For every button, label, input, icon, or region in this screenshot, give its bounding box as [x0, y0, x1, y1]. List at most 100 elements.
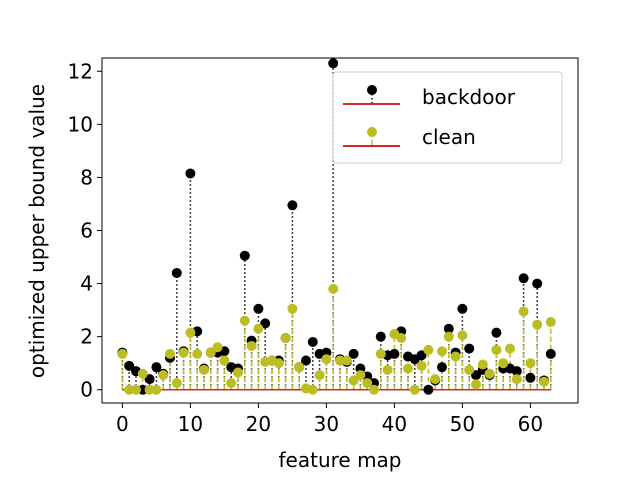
- clean-marker: [457, 330, 468, 341]
- clean-marker: [539, 376, 549, 387]
- y-tick-label: 4: [80, 272, 93, 296]
- x-axis-ticks: 0 10 20 30 40 50 60: [116, 403, 543, 436]
- clean-marker: [341, 355, 352, 366]
- legend-backdoor-marker: [367, 85, 377, 95]
- clean-marker: [545, 317, 556, 328]
- legend-clean-marker: [367, 127, 377, 137]
- clean-marker: [151, 384, 162, 395]
- y-tick-label: 6: [80, 219, 93, 243]
- clean-marker: [430, 374, 441, 385]
- backdoor-marker: [518, 273, 529, 284]
- clean-marker: [362, 378, 373, 389]
- backdoor-marker: [151, 362, 162, 373]
- legend-clean-label: clean: [422, 125, 476, 149]
- clean-marker: [273, 358, 284, 369]
- clean-marker: [328, 283, 339, 294]
- clean-marker: [471, 379, 481, 390]
- x-tick-label: 40: [382, 412, 407, 436]
- clean-marker: [443, 331, 454, 342]
- clean-marker: [464, 364, 475, 375]
- backdoor-marker: [443, 323, 454, 334]
- clean-marker: [212, 342, 223, 353]
- clean-marker: [416, 360, 427, 371]
- clean-marker: [158, 370, 169, 381]
- y-tick-label: 12: [68, 59, 93, 83]
- clean-marker: [403, 363, 413, 374]
- clean-marker: [185, 327, 196, 338]
- clean-marker: [226, 378, 237, 389]
- clean-marker: [192, 348, 203, 359]
- clean-marker: [165, 348, 175, 359]
- y-axis-ticks: 0 2 4 6 8 10 12: [68, 59, 102, 402]
- clean-marker: [178, 347, 189, 358]
- clean-marker: [205, 347, 216, 358]
- x-tick-label: 10: [178, 412, 203, 436]
- clean-marker: [498, 358, 509, 369]
- clean-marker: [246, 340, 257, 351]
- clean-marker: [280, 332, 291, 343]
- clean-marker: [382, 364, 393, 375]
- legend-frame: [332, 71, 563, 164]
- clean-marker: [199, 364, 209, 375]
- backdoor-marker: [185, 168, 196, 179]
- clean-marker: [137, 368, 148, 379]
- backdoor-marker: [144, 374, 155, 385]
- clean-marker: [369, 384, 379, 395]
- backdoor-marker: [525, 372, 536, 383]
- clean-marker: [219, 355, 230, 366]
- backdoor-marker: [532, 278, 543, 289]
- backdoor-marker: [511, 366, 522, 377]
- clean-marker: [314, 370, 325, 381]
- backdoor-marker: [348, 348, 359, 359]
- clean-marker: [450, 351, 461, 362]
- backdoor-marker: [471, 370, 481, 381]
- clean-marker: [423, 344, 434, 355]
- backdoor-marker: [375, 331, 386, 342]
- clean-marker: [239, 315, 250, 326]
- x-tick-label: 20: [246, 412, 271, 436]
- clean-marker: [294, 362, 305, 373]
- backdoor-marker: [301, 355, 311, 366]
- backdoor-marker: [260, 318, 271, 329]
- clean-marker: [117, 348, 128, 359]
- clean-marker: [484, 368, 495, 379]
- y-tick-label: 0: [80, 378, 93, 402]
- clean-marker: [287, 303, 298, 314]
- data-markers: [117, 58, 556, 395]
- clean-marker: [409, 384, 420, 395]
- backdoor-marker: [253, 303, 264, 314]
- backdoor-marker: [328, 58, 339, 69]
- clean-marker: [307, 384, 318, 395]
- clean-marker: [518, 306, 529, 317]
- backdoor-marker: [307, 336, 318, 347]
- x-tick-label: 0: [116, 412, 129, 436]
- x-tick-label: 30: [314, 412, 339, 436]
- backdoor-marker: [491, 327, 502, 338]
- clean-marker: [532, 319, 543, 330]
- clean-marker: [396, 332, 407, 343]
- x-axis-label: feature map: [279, 448, 402, 472]
- backdoor-marker: [545, 348, 556, 359]
- x-tick-label: 50: [450, 412, 475, 436]
- y-tick-label: 2: [80, 325, 93, 349]
- clean-marker: [437, 346, 447, 357]
- backdoor-marker: [124, 360, 135, 371]
- clean-marker: [321, 354, 332, 365]
- clean-marker: [233, 367, 243, 378]
- clean-marker: [375, 348, 386, 359]
- backdoor-marker: [171, 267, 182, 278]
- clean-marker: [511, 374, 522, 385]
- backdoor-marker: [457, 303, 468, 314]
- x-tick-label: 60: [518, 412, 543, 436]
- y-axis-label: optimized upper bound value: [25, 84, 49, 378]
- clean-marker: [477, 359, 488, 370]
- legend-backdoor-label: backdoor: [422, 85, 516, 109]
- clean-marker: [131, 384, 141, 395]
- clean-marker: [171, 378, 182, 389]
- clean-marker: [525, 358, 536, 369]
- backdoor-marker: [423, 384, 434, 395]
- clean-marker: [505, 343, 515, 354]
- clean-marker: [348, 375, 359, 386]
- backdoor-marker: [239, 250, 250, 261]
